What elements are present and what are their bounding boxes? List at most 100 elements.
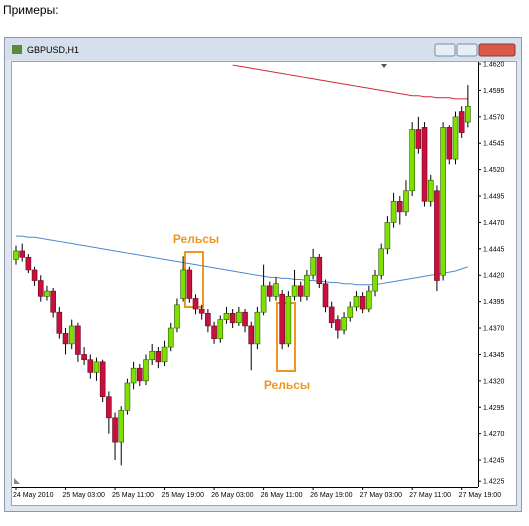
candle-body <box>205 312 211 327</box>
candle-body <box>130 367 137 384</box>
candle-body <box>211 325 217 339</box>
candle-body <box>68 325 75 345</box>
candle-body <box>248 325 255 345</box>
candle-body <box>427 179 434 202</box>
candle-body <box>279 293 285 345</box>
candle-body <box>328 306 335 324</box>
candle-body <box>434 190 440 281</box>
y-tick-label: 1.4595 <box>483 88 505 95</box>
x-tick-label: 25 May 11:00 <box>112 492 154 499</box>
candle-body <box>297 285 304 297</box>
y-tick-label: 1.4570 <box>483 114 505 121</box>
candle-body <box>19 250 25 258</box>
candle-body <box>93 361 100 373</box>
y-tick-label: 1.4620 <box>483 62 505 69</box>
candle-body <box>415 129 422 149</box>
annotation: Рельсы <box>173 232 219 246</box>
y-tick-label: 1.4320 <box>483 378 505 385</box>
candle-body <box>310 256 316 276</box>
candle-body <box>198 308 205 314</box>
candle-body <box>409 129 415 192</box>
candle-body <box>124 382 131 411</box>
moving-average <box>232 64 468 100</box>
x-tick-label: 26 May 11:00 <box>261 492 303 499</box>
candle-body <box>161 346 168 363</box>
x-tick-label: 27 May 19:00 <box>459 492 502 499</box>
candle-body <box>465 105 471 123</box>
maximize-button[interactable] <box>456 43 478 57</box>
candle-body <box>254 311 261 345</box>
candle-body <box>137 367 143 382</box>
candle-body <box>99 361 106 397</box>
y-tick-label: 1.4445 <box>483 246 505 253</box>
candle-body <box>335 319 341 331</box>
x-tick-label: 24 May 2010 <box>13 492 54 499</box>
y-tick-label: 1.4245 <box>483 458 505 465</box>
candle-body <box>50 290 56 313</box>
candle-body <box>223 312 230 320</box>
candle-body <box>44 290 50 297</box>
candle-body <box>149 350 155 361</box>
x-tick-label: 26 May 03:00 <box>211 492 254 499</box>
candle-body <box>347 306 354 318</box>
candle-body <box>322 283 329 308</box>
candle-body <box>118 410 125 443</box>
moving-average <box>16 235 469 286</box>
candle-body <box>304 274 310 297</box>
candle-body <box>378 248 385 276</box>
y-tick-label: 1.4470 <box>483 220 505 227</box>
header: Примеры: <box>3 3 59 17</box>
minimize-button[interactable] <box>434 43 456 57</box>
y-tick-label: 1.4270 <box>483 431 505 438</box>
candle-body <box>106 396 112 419</box>
candle-body <box>236 311 242 324</box>
x-tick-label: 27 May 11:00 <box>409 492 451 499</box>
candle-body <box>446 127 453 160</box>
close-button[interactable] <box>478 43 516 57</box>
candle-body <box>62 333 69 345</box>
candle-body <box>384 222 391 250</box>
candle-body <box>291 285 298 297</box>
candle-body <box>87 359 94 373</box>
x-tick-label: 25 May 19:00 <box>162 492 205 499</box>
candle-body <box>167 327 174 348</box>
y-tick-label: 1.4225 <box>483 479 505 486</box>
candle-body <box>266 285 273 297</box>
annotation: Рельсы <box>264 378 310 392</box>
y-tick-label: 1.4420 <box>483 273 505 280</box>
candle-body <box>25 256 32 271</box>
candle-body <box>372 274 378 292</box>
y-tick-label: 1.4545 <box>483 141 505 148</box>
candle-body <box>421 127 428 202</box>
candle-body <box>390 201 397 223</box>
candle-body <box>458 111 465 133</box>
candle-body <box>341 317 347 331</box>
candle-body <box>56 311 63 334</box>
title-bar <box>5 38 521 60</box>
candle-body <box>75 325 81 355</box>
y-tick-label: 1.4520 <box>483 167 505 174</box>
candle-body <box>217 319 224 339</box>
window-icon <box>12 45 22 54</box>
candle-body <box>396 201 403 213</box>
candle-body <box>353 296 360 308</box>
y-tick-label: 1.4345 <box>483 352 505 359</box>
candle-body <box>13 250 19 260</box>
y-tick-label: 1.4495 <box>483 194 505 201</box>
x-tick-label: 26 May 19:00 <box>310 492 353 499</box>
corner-marker <box>14 478 20 484</box>
candle-body <box>192 298 199 310</box>
candle-body <box>273 283 279 297</box>
candle-body <box>180 269 186 299</box>
candle-body <box>37 280 44 297</box>
candle-body <box>155 350 162 363</box>
candle-body <box>31 269 38 281</box>
candle-body <box>186 269 193 299</box>
candle-body <box>174 304 180 329</box>
candle-body <box>242 311 248 327</box>
y-tick-label: 1.4295 <box>483 405 505 412</box>
candle-body <box>260 285 267 313</box>
y-tick-label: 1.4395 <box>483 299 505 306</box>
